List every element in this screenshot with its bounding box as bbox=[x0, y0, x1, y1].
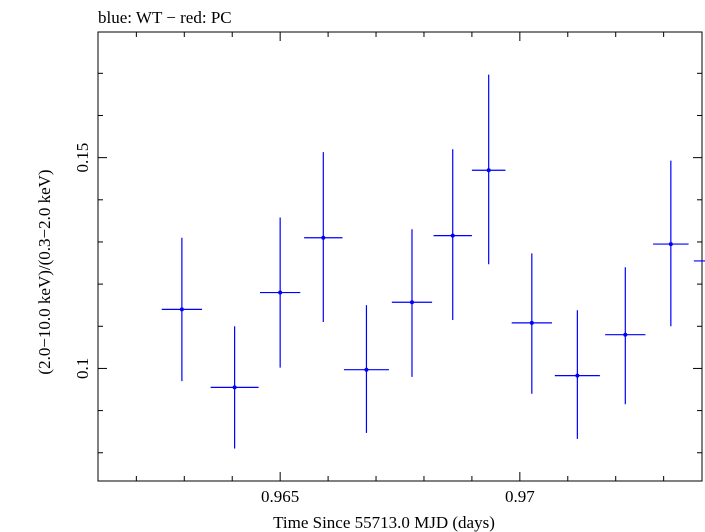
x-tick-label: 0.965 bbox=[261, 487, 299, 506]
data-point bbox=[391, 229, 433, 377]
plot-frame bbox=[97, 31, 703, 482]
data-point bbox=[433, 149, 472, 320]
y-tick-label: 0.15 bbox=[73, 143, 92, 173]
data-marker bbox=[575, 373, 580, 378]
data-point bbox=[605, 267, 646, 405]
data-marker bbox=[179, 307, 184, 312]
data-points bbox=[161, 74, 705, 449]
y-tick-label: 0.1 bbox=[73, 358, 92, 379]
data-marker bbox=[409, 300, 414, 305]
data-point bbox=[343, 305, 389, 433]
data-point bbox=[653, 160, 689, 327]
data-point bbox=[511, 253, 552, 394]
data-point bbox=[304, 152, 343, 323]
data-marker bbox=[623, 332, 628, 337]
data-point bbox=[471, 74, 506, 265]
chart-title: blue: WT − red: PC bbox=[98, 8, 232, 27]
y-axis-label: (2.0−10.0 keV)/(0.3−2.0 keV) bbox=[35, 169, 54, 374]
data-marker bbox=[668, 242, 673, 247]
x-tick-label: 0.97 bbox=[505, 487, 535, 506]
x-axis-label: Time Since 55713.0 MJD (days) bbox=[273, 513, 495, 532]
axis-ticks bbox=[98, 32, 702, 481]
data-point bbox=[210, 326, 259, 449]
data-marker bbox=[364, 367, 369, 372]
data-point bbox=[693, 260, 705, 262]
data-marker bbox=[278, 290, 283, 295]
data-marker bbox=[529, 320, 534, 325]
data-point bbox=[554, 310, 600, 439]
data-marker bbox=[232, 385, 237, 390]
data-marker bbox=[321, 235, 326, 240]
data-point bbox=[161, 237, 203, 382]
data-marker bbox=[450, 233, 455, 238]
data-marker bbox=[486, 168, 491, 173]
data-point bbox=[260, 217, 301, 368]
